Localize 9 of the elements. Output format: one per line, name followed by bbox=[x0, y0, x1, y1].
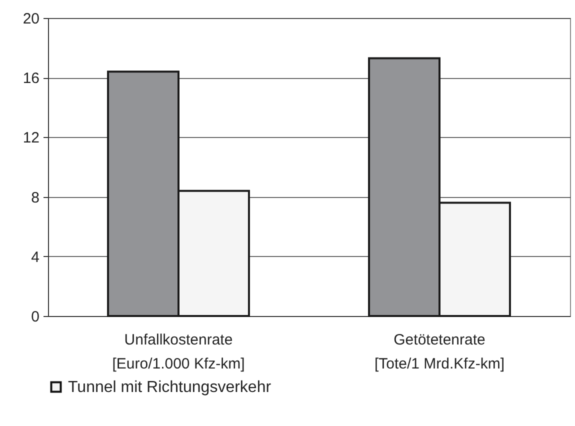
y-tick-label: 0 bbox=[31, 308, 40, 326]
legend-label: Tunnel mit Richtungsverkehr bbox=[68, 379, 272, 396]
y-tick-label: 12 bbox=[22, 130, 40, 147]
y-tick-label: 20 bbox=[22, 10, 40, 28]
x-tick-label: Getötetenrate [Tote/1 Mrd.Kfz-km] bbox=[374, 332, 505, 372]
x-tick-label: Unfallkostenrate [Euro/1.000 Kfz-km] bbox=[112, 332, 245, 372]
y-tick-label: 8 bbox=[31, 189, 40, 206]
y-tick-label: 16 bbox=[22, 70, 40, 88]
y-tick-label: 4 bbox=[31, 248, 40, 266]
